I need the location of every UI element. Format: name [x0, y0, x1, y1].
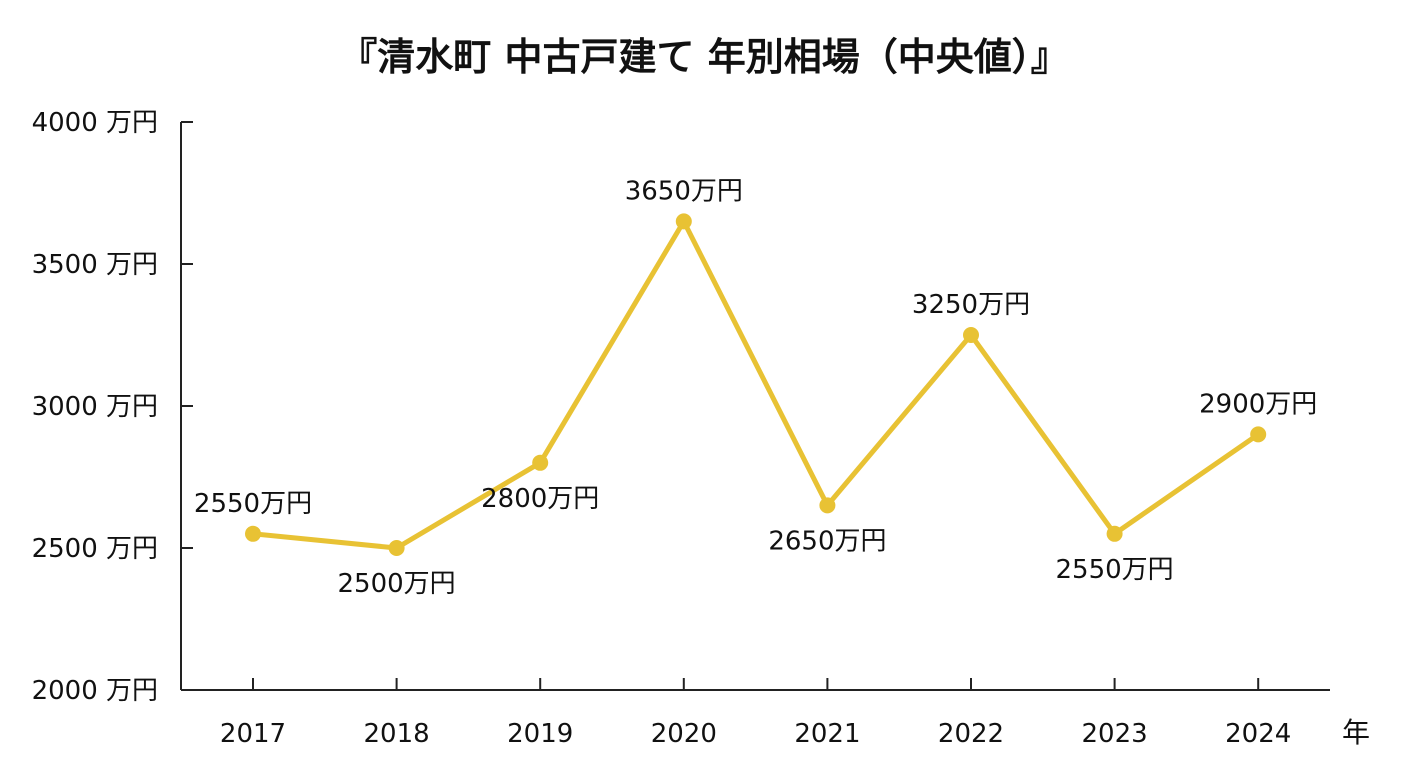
- y-tick-label: 2000 万円: [32, 676, 158, 706]
- y-tick-label: 2500 万円: [32, 534, 158, 564]
- data-label: 2550万円: [194, 489, 312, 519]
- data-point: [532, 454, 549, 471]
- series-line: [250, 218, 1261, 551]
- y-axis: 2000 万円 2500 万円 3000 万円 3500 万円 4000 万円: [32, 108, 193, 706]
- x-tick-label: 2019: [507, 719, 573, 749]
- x-tick-label: 2018: [364, 719, 430, 749]
- data-point: [1106, 525, 1123, 542]
- data-point: [245, 525, 261, 542]
- x-tick-label: 2021: [794, 719, 860, 749]
- y-tick-label: 4000 万円: [32, 108, 158, 138]
- data-label: 2500万円: [338, 569, 456, 599]
- x-tick-label: 2024: [1225, 719, 1291, 749]
- y-tick-label: 3500 万円: [32, 250, 158, 280]
- x-tick-label: 2022: [938, 719, 1004, 749]
- data-label: 3250万円: [912, 290, 1030, 320]
- x-axis: 2017 2018 2019 2020 2021 2022 2023 2024: [181, 678, 1330, 749]
- data-point: [388, 540, 405, 556]
- x-tick-label: 2023: [1082, 719, 1148, 749]
- data-point: [675, 213, 692, 230]
- data-labels: 2550万円 2500万円 2800万円 3650万円 2650万円 3250万円 2550…: [194, 176, 1317, 599]
- x-tick-label: 2020: [651, 719, 717, 749]
- series-line-group: [245, 213, 1267, 556]
- data-point: [963, 327, 979, 343]
- data-label: 2800万円: [481, 484, 599, 514]
- data-label: 2900万円: [1199, 389, 1317, 419]
- x-axis-unit-label: 年: [1342, 716, 1370, 749]
- chart-title: 『清水町 中古戸建て 年別相場（中央値）』: [339, 35, 1068, 79]
- y-tick-label: 3000 万円: [32, 392, 158, 422]
- data-label: 2550万円: [1056, 555, 1174, 585]
- data-label: 3650万円: [625, 176, 743, 206]
- data-point: [819, 497, 836, 514]
- data-point: [1250, 426, 1267, 443]
- data-label: 2650万円: [768, 526, 886, 556]
- x-tick-label: 2017: [220, 719, 286, 749]
